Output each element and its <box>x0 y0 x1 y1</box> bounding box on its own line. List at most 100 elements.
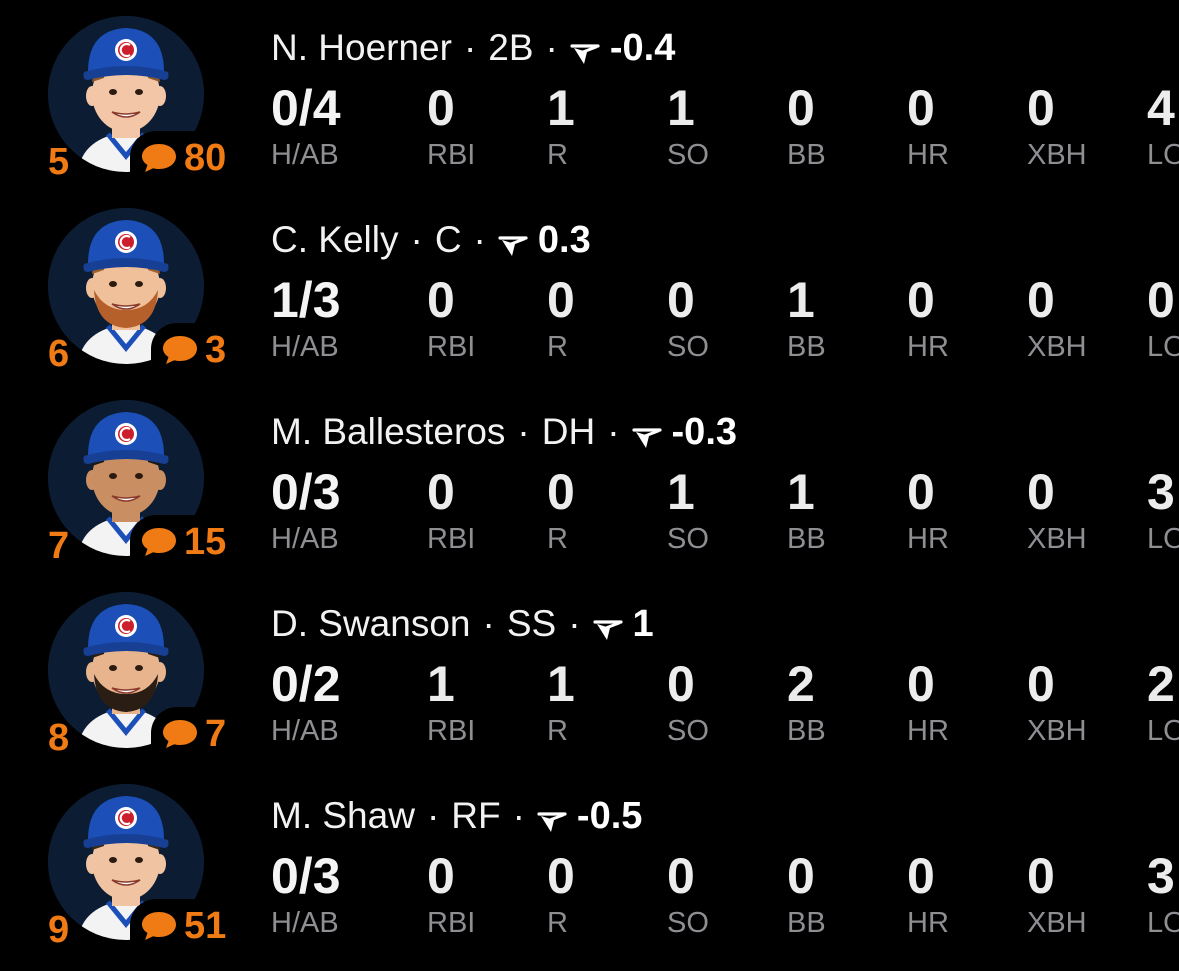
player-row[interactable]: 7 15 M. Ballesteros · DH · -0.3 0/3 H/AB 0 RBI 0 R 1 S… <box>0 384 1179 576</box>
stat-value: 0 <box>547 272 575 328</box>
comment-badge[interactable]: 51 <box>130 899 233 953</box>
stat-cell: 0/3 H/AB <box>271 464 391 558</box>
stat-value: 1 <box>787 464 815 520</box>
comment-badge[interactable]: 80 <box>130 131 233 185</box>
stat-cell: 0 LO <box>1147 272 1179 366</box>
stat-value: 0 <box>907 272 935 328</box>
player-row[interactable]: 8 7 D. Swanson · SS · 1 0/2 H/AB 1 RBI 1 R 0 SO 2 BB 0 HR 0… <box>0 576 1179 768</box>
player-header[interactable]: M. Ballesteros · DH · -0.3 <box>271 410 737 454</box>
player-position: 2B <box>488 27 534 68</box>
stat-value: 0 <box>427 80 455 136</box>
stat-cell: 0 BB <box>787 848 907 942</box>
stat-label: HR <box>907 523 949 555</box>
comment-count: 51 <box>184 905 227 947</box>
stat-value: 1 <box>547 656 575 712</box>
player-header[interactable]: C. Kelly · C · 0.3 <box>271 218 591 262</box>
trend-arrow-icon <box>570 35 600 64</box>
player-header[interactable]: M. Shaw · RF · -0.5 <box>271 794 642 838</box>
player-name: M. Ballesteros <box>271 411 506 452</box>
stat-value: 0 <box>547 848 575 904</box>
stat-cell: 0 HR <box>907 656 1027 750</box>
separator-dot: · <box>482 603 495 644</box>
stat-cell: 0 RBI <box>427 464 547 558</box>
separator-dot: · <box>512 795 525 836</box>
stat-label: H/AB <box>271 331 339 363</box>
stat-label: R <box>547 139 568 171</box>
player-header[interactable]: D. Swanson · SS · 1 <box>271 602 654 646</box>
stat-label: XBH <box>1027 139 1087 171</box>
trend-arrow-icon <box>592 611 623 640</box>
separator-dot: · <box>463 27 477 68</box>
trend-arrow-icon <box>498 227 528 256</box>
separator-dot: · <box>568 603 581 644</box>
player-position: SS <box>506 603 557 644</box>
stat-cell: 0 XBH <box>1027 80 1147 174</box>
stat-label: XBH <box>1027 907 1087 939</box>
stat-label: R <box>547 907 568 939</box>
player-header[interactable]: N. Hoerner · 2B · -0.4 <box>271 26 675 70</box>
player-row[interactable]: 5 80 N. Hoerner · 2B · -0.4 0/4 H/AB 0 RBI 1 R 1 SO 0 BB… <box>0 0 1179 192</box>
player-score: -0.4 <box>609 26 676 69</box>
player-row[interactable]: 9 51 M. Shaw · RF · -0.5 0/3 H/AB 0 RBI 0 R 0 SO 0 BB 0 HR… <box>0 768 1179 960</box>
stat-value: 0 <box>547 464 575 520</box>
stat-label: XBH <box>1027 523 1087 555</box>
stat-value: 0 <box>1027 272 1055 328</box>
stat-label: RBI <box>427 139 476 171</box>
stat-value: 0 <box>787 848 815 904</box>
stat-value: 0 <box>1027 656 1055 712</box>
avatar[interactable] <box>48 16 204 172</box>
separator-dot: · <box>426 795 440 836</box>
comment-bubble-icon <box>161 718 199 750</box>
player-name: N. Hoerner <box>271 27 452 68</box>
avatar[interactable] <box>48 208 204 364</box>
comment-bubble-icon <box>140 526 178 558</box>
stat-cell: 0 XBH <box>1027 848 1147 942</box>
stat-cell: 0 SO <box>667 848 787 942</box>
stat-cell: 0/3 H/AB <box>271 848 391 942</box>
comment-bubble-icon <box>140 910 178 942</box>
stat-cell: 0 HR <box>907 848 1027 942</box>
stat-value: 0/3 <box>271 464 341 520</box>
separator-dot: · <box>545 27 558 68</box>
stat-cell: 1 SO <box>667 464 787 558</box>
stat-label: H/AB <box>271 715 339 747</box>
stat-label: R <box>547 523 568 555</box>
stat-cell: 0/2 H/AB <box>271 656 391 750</box>
batting-order-number: 6 <box>48 333 70 375</box>
stat-cell: 1 SO <box>667 80 787 174</box>
stat-label: SO <box>667 715 709 747</box>
stat-label: BB <box>787 523 826 555</box>
separator-dot: · <box>517 411 530 452</box>
player-name: M. Shaw <box>271 795 415 836</box>
comment-badge[interactable]: 3 <box>151 323 233 377</box>
stat-value: 0 <box>427 272 455 328</box>
stat-cell: 0 SO <box>667 656 787 750</box>
stat-cell: 0 HR <box>907 272 1027 366</box>
player-score: 1 <box>632 602 654 645</box>
stat-value: 0/3 <box>271 848 341 904</box>
stat-value: 0 <box>427 848 455 904</box>
player-score: -0.5 <box>576 794 643 837</box>
stat-value: 2 <box>1147 656 1175 712</box>
stat-label: H/AB <box>271 523 339 555</box>
stat-label: HR <box>907 331 949 363</box>
stat-value: 0 <box>907 848 935 904</box>
stat-label: HR <box>907 907 949 939</box>
comment-badge[interactable]: 15 <box>130 515 233 569</box>
stat-value: 0 <box>427 464 455 520</box>
stat-value: 0 <box>1027 80 1055 136</box>
player-row[interactable]: 6 3 C. Kelly · C · 0.3 1/3 H/AB 0 RBI 0 R 0 SO 1 BB 0 HR 0 X… <box>0 192 1179 384</box>
stat-label: XBH <box>1027 331 1087 363</box>
comment-count: 3 <box>205 329 227 371</box>
separator-dot: · <box>607 411 620 452</box>
stat-cell: 4 LO <box>1147 80 1179 174</box>
stat-value: 0/4 <box>271 80 341 136</box>
comment-bubble-icon <box>161 334 199 366</box>
stat-label: RBI <box>427 907 476 939</box>
stat-cell: 1/3 H/AB <box>271 272 391 366</box>
comment-badge[interactable]: 7 <box>151 707 233 761</box>
batting-order-number: 7 <box>48 525 70 567</box>
comment-bubble-icon <box>140 142 178 174</box>
stat-label: RBI <box>427 523 476 555</box>
